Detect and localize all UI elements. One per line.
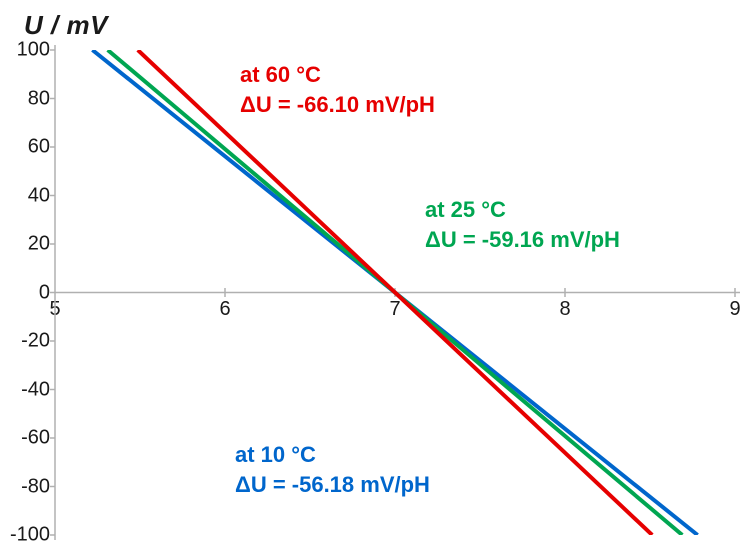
nernst-slope-chart: U / mV 100 80 60 40 20 0 -20 -40 -60 -80… bbox=[0, 0, 750, 551]
annotation-25c: at 25 °C ΔU = -59.16 mV/pH bbox=[425, 195, 620, 254]
annotation-60c: at 60 °C ΔU = -66.10 mV/pH bbox=[240, 60, 435, 119]
annotation-60c-line1: at 60 °C bbox=[240, 60, 435, 90]
annotation-10c-line2: ΔU = -56.18 mV/pH bbox=[235, 470, 430, 500]
annotation-10c: at 10 °C ΔU = -56.18 mV/pH bbox=[235, 440, 430, 499]
annotation-25c-line2: ΔU = -59.16 mV/pH bbox=[425, 225, 620, 255]
annotation-25c-line1: at 25 °C bbox=[425, 195, 620, 225]
annotation-10c-line1: at 10 °C bbox=[235, 440, 430, 470]
annotation-60c-line2: ΔU = -66.10 mV/pH bbox=[240, 90, 435, 120]
